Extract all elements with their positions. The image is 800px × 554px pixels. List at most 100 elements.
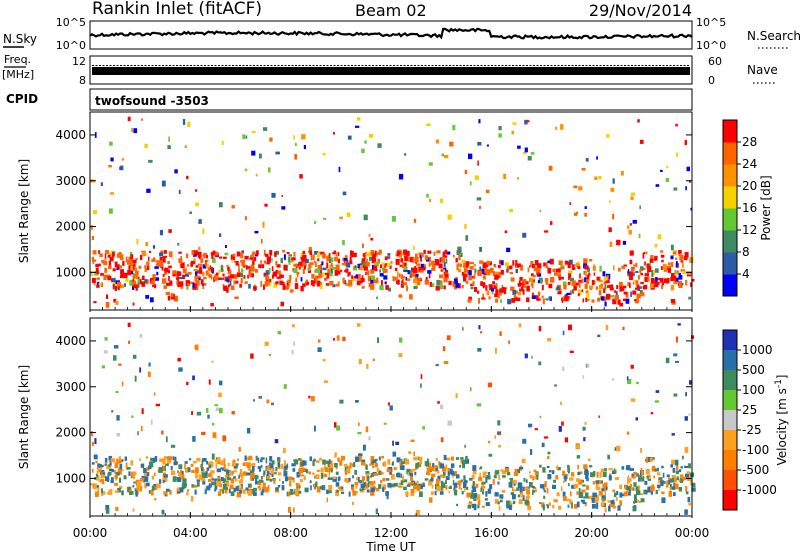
range-cell	[314, 277, 316, 284]
range-cell	[174, 456, 177, 463]
range-cell	[286, 252, 290, 255]
range-cell	[201, 431, 206, 435]
range-cell	[150, 297, 154, 303]
range-cell	[586, 363, 590, 368]
range-cell	[563, 284, 567, 290]
range-cell	[477, 500, 481, 505]
range-cell	[212, 258, 216, 263]
range-cell	[243, 461, 248, 467]
range-cell	[195, 265, 199, 268]
range-cell	[313, 458, 316, 462]
range-cell	[675, 261, 678, 267]
range-cell	[177, 281, 180, 286]
range-cell	[409, 473, 413, 477]
range-cell	[94, 438, 97, 444]
range-cell	[395, 258, 400, 265]
range-cell	[415, 256, 419, 263]
range-cell	[368, 436, 371, 441]
range-cell	[539, 464, 542, 468]
range-cell	[619, 492, 623, 498]
range-cell	[604, 489, 607, 496]
range-cell	[208, 273, 211, 278]
range-cell	[359, 480, 364, 484]
range-cell	[179, 487, 184, 493]
range-cell	[195, 473, 199, 479]
range-cell	[477, 290, 480, 294]
range-cell	[322, 152, 326, 156]
range-cell	[406, 285, 408, 292]
range-cell	[249, 463, 254, 466]
range-cell	[650, 255, 654, 261]
range-cell	[194, 489, 197, 495]
range-cell	[100, 488, 103, 493]
range-cell	[107, 254, 110, 258]
range-cell	[543, 490, 546, 493]
range-cell	[91, 256, 94, 260]
range-cell	[691, 487, 696, 492]
range-cell	[482, 275, 486, 280]
range-cell	[557, 273, 561, 278]
range-cell	[350, 250, 354, 257]
range-cell	[439, 198, 444, 204]
cpid-value: twofsound -3503	[95, 94, 209, 108]
range-cell	[669, 483, 672, 490]
range-cell	[677, 323, 681, 326]
range-cell	[132, 485, 135, 488]
range-cell	[355, 125, 360, 128]
range-cell	[665, 484, 669, 488]
range-cell	[530, 261, 534, 267]
range-cell	[585, 157, 589, 162]
range-cell	[253, 399, 255, 402]
range-cell	[445, 258, 448, 264]
range-cell	[390, 261, 393, 264]
velocity-colorbar-tick-label: -500	[742, 463, 769, 477]
range-cell	[646, 263, 650, 269]
range-cell	[231, 411, 235, 415]
range-cell	[111, 278, 116, 283]
range-cell	[671, 433, 675, 436]
range-cell	[306, 469, 309, 474]
range-cell	[625, 292, 629, 298]
nave-label: Nave	[747, 63, 778, 77]
range-cell	[254, 230, 259, 234]
range-cell	[346, 262, 351, 268]
range-cell	[414, 471, 417, 476]
range-cell	[661, 497, 666, 504]
range-cell	[499, 494, 504, 499]
nsky-tick-top: 10^5	[56, 16, 86, 29]
range-cell	[571, 289, 575, 294]
range-cell	[229, 274, 235, 279]
range-cell	[543, 495, 546, 499]
range-cell	[288, 476, 293, 481]
range-cell	[628, 271, 633, 277]
range-cell	[400, 473, 403, 478]
range-cell	[628, 229, 632, 235]
range-cell	[364, 251, 367, 257]
range-cell	[547, 260, 551, 264]
range-cell	[428, 162, 433, 166]
range-cell	[456, 264, 459, 271]
range-cell	[240, 474, 244, 479]
range-cell	[657, 484, 661, 489]
range-cell	[630, 291, 632, 297]
range-cell	[193, 253, 195, 258]
range-cell	[468, 502, 472, 507]
range-cell	[256, 481, 262, 484]
range-cell	[373, 473, 378, 476]
range-cell	[392, 451, 397, 457]
range-cell	[494, 293, 499, 298]
range-cell	[637, 485, 641, 491]
range-cell	[326, 255, 330, 262]
range-cell	[455, 258, 458, 263]
range-cell	[530, 279, 534, 283]
range-cell	[116, 267, 119, 271]
range-cell	[492, 281, 495, 285]
range-cell	[513, 472, 518, 476]
range-cell	[137, 481, 142, 488]
range-cell	[100, 282, 103, 287]
range-cell	[500, 269, 504, 275]
range-cell	[662, 263, 667, 270]
range-cell	[262, 482, 266, 488]
range-cell	[684, 446, 689, 453]
range-cell	[130, 265, 133, 271]
